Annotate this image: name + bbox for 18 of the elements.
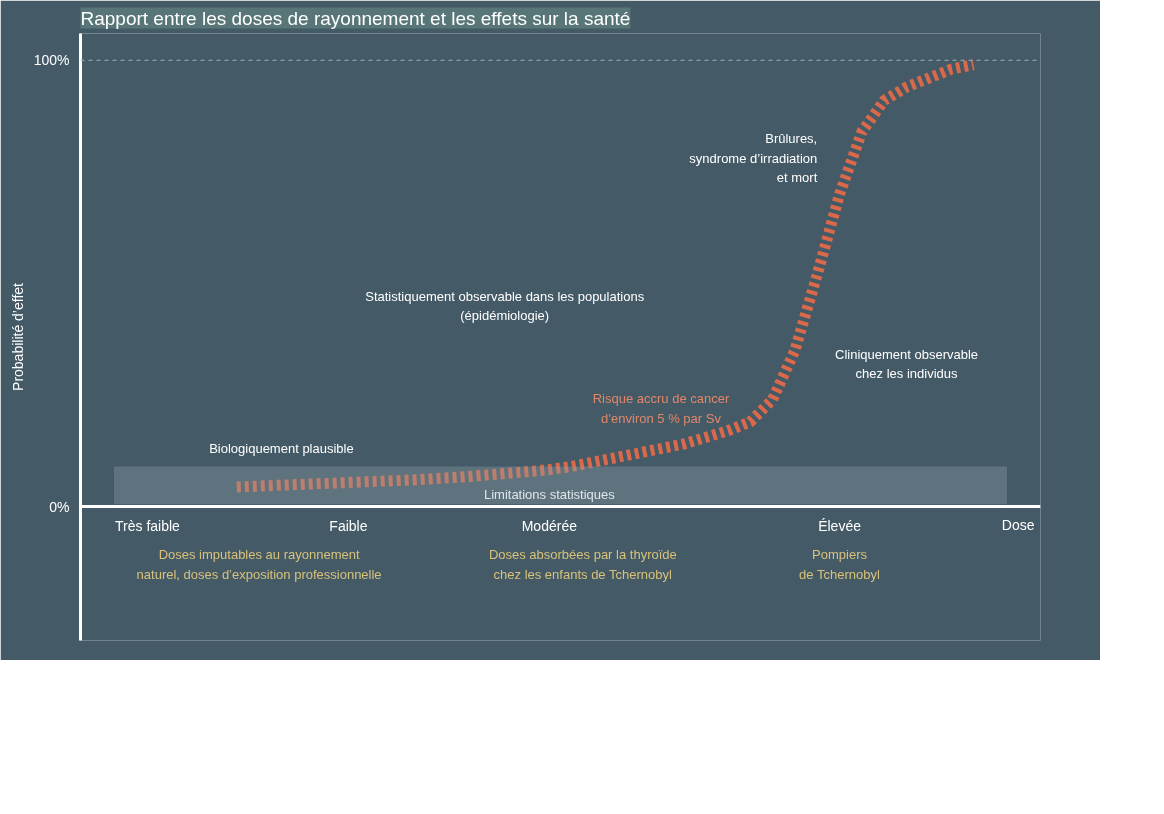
annotation: Brûlures, syndrome d’irradiation et mort	[689, 131, 818, 186]
y-tick-label: 0%	[49, 498, 70, 515]
x-tick-label: Très faible	[115, 517, 181, 534]
band-label: Limitations statistiques	[483, 486, 616, 502]
annotation: Doses imputables au rayonnement naturel, doses d’exposition professionnelle	[136, 547, 382, 582]
annotation: Cliniquement observable chez les individus	[835, 346, 979, 382]
chart-title: Rapport entre les doses de rayonnement et les effets sur la santé	[80, 7, 631, 29]
x-tick-label: Faible	[329, 517, 368, 534]
y-axis-title: Probabilité d’effet	[9, 282, 26, 391]
annotation: Doses absorbées par la thyroïde chez les enfants de Tchernobyl	[488, 547, 677, 582]
annotation: Statistiquement observable dans les populations (épidémiologie)	[365, 288, 645, 324]
annotation: Pompiers de Tchernobyl	[799, 547, 880, 582]
x-tick-label: Modérée	[521, 517, 578, 534]
y-tick-label: 100%	[33, 52, 70, 69]
x-axis-title: Dose	[1001, 516, 1035, 533]
annotation: Risque accru de cancer d’environ 5 % par Sv	[592, 391, 730, 426]
annotation: Biologiquement plausible	[209, 441, 354, 457]
x-tick-label: Élevée	[818, 517, 862, 534]
